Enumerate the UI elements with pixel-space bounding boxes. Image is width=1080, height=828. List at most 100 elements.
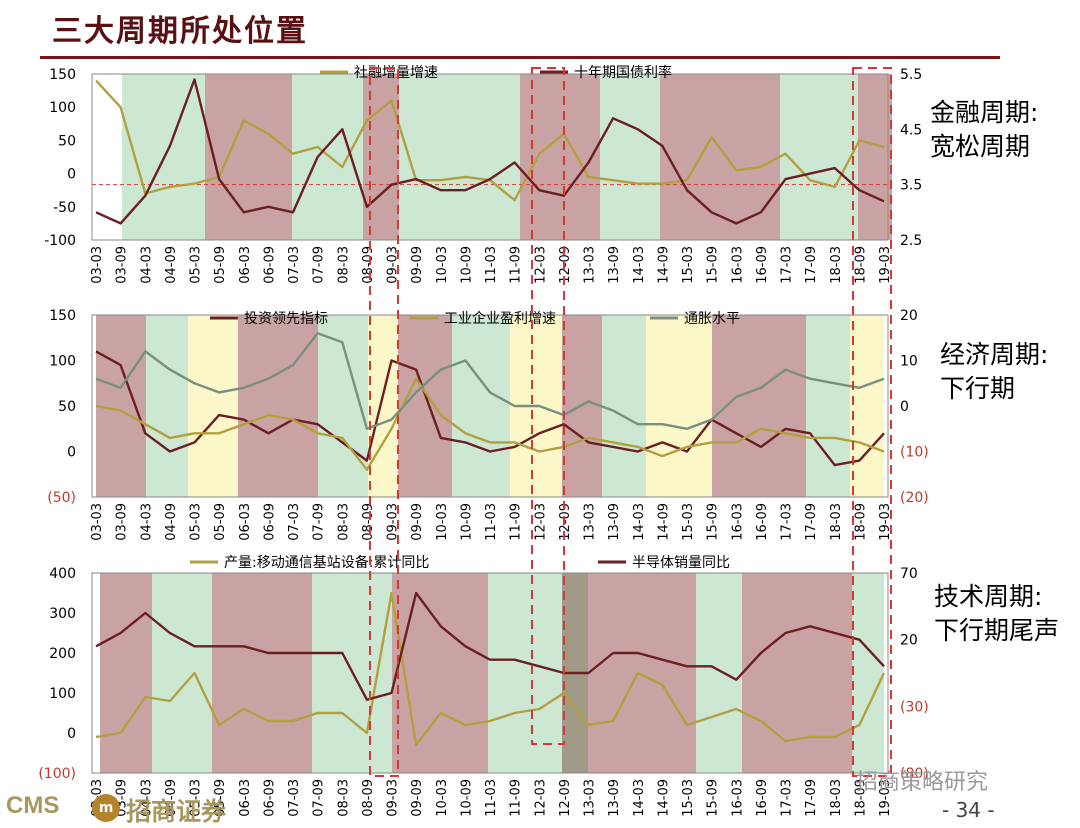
cycle-band-3-0 — [100, 573, 152, 773]
right-tick-label-3-3: (80) — [900, 766, 929, 782]
cycle-band-3-7 — [588, 573, 696, 773]
x-tick-label-1-2: 04-03 — [139, 246, 154, 284]
left-tick-label-3-0: 400 — [49, 566, 76, 582]
x-tick-label-2-27: 16-09 — [755, 503, 770, 541]
x-tick-label-3-18: 12-03 — [533, 779, 548, 817]
x-tick-label-1-17: 11-09 — [509, 246, 524, 284]
left-tick-label-2-1: 100 — [49, 354, 76, 370]
cycle-band-1-1 — [205, 74, 292, 240]
x-tick-label-3-16: 11-03 — [484, 779, 499, 817]
left-tick-label-1-3: 0 — [67, 167, 76, 183]
right-axis-financial: 5.5 4.5 3.5 2.5 — [900, 67, 922, 249]
x-tick-label-1-4: 05-03 — [189, 246, 204, 284]
x-tick-label-2-30: 18-03 — [829, 503, 844, 541]
x-tick-label-2-12: 09-03 — [386, 503, 401, 541]
cycle-band-2-10 — [602, 315, 646, 497]
series-economic — [95, 332, 885, 471]
x-tick-label-2-5: 05-09 — [213, 503, 228, 541]
x-tick-label-1-6: 06-03 — [238, 246, 253, 284]
x-tick-label-2-18: 12-03 — [533, 503, 548, 541]
right-tick-label-2-4: (20) — [900, 490, 929, 506]
logo-cms: CMS — [6, 792, 60, 819]
x-tick-label-3-21: 13-09 — [607, 779, 622, 817]
right-axis-technology: 70 20 (30) (80) — [900, 566, 929, 782]
legend-technology: 产量:移动通信基站设备:累计同比 半导体销量同比 — [190, 554, 730, 571]
bands-technology — [100, 573, 884, 773]
legend-economic: 投资领先指标 工业企业盈利增速 通胀水平 — [210, 310, 740, 327]
logo-chinese: 招商证券 — [126, 797, 227, 826]
x-tick-label-2-6: 06-03 — [238, 503, 253, 541]
x-tick-label-1-23: 14-09 — [656, 246, 671, 284]
x-tick-label-1-27: 16-09 — [755, 246, 770, 284]
x-tick-label-3-13: 09-09 — [410, 779, 425, 817]
x-tick-label-3-30: 18-03 — [829, 779, 844, 817]
side-label-financial: 金融周期: 宽松周期 — [930, 96, 1038, 164]
x-tick-label-2-9: 07-09 — [312, 503, 327, 541]
x-tick-label-3-15: 10-09 — [459, 779, 474, 817]
left-tick-label-2-4: (50) — [47, 490, 76, 506]
x-tick-label-3-24: 15-03 — [681, 779, 696, 817]
x-tick-label-1-28: 17-03 — [780, 246, 795, 284]
x-tick-label-3-5: 05-09 — [213, 779, 228, 817]
bands-economic — [96, 315, 884, 497]
logo-badge-icon: m — [92, 794, 120, 822]
cycle-band-2-7 — [452, 315, 510, 497]
series-line-3-0 — [95, 591, 886, 747]
x-tick-label-2-3: 04-09 — [164, 503, 179, 541]
left-tick-label-2-3: 0 — [67, 445, 76, 461]
left-tick-label-3-2: 200 — [49, 646, 76, 662]
x-tick-label-1-16: 11-03 — [484, 246, 499, 284]
x-tick-label-3-23: 14-09 — [656, 779, 671, 817]
cycle-band-2-2 — [188, 315, 238, 497]
legend-label-2-1: 工业企业盈利增速 — [444, 310, 556, 327]
legend-label-2-2: 通胀水平 — [684, 311, 740, 327]
left-tick-label-2-0: 150 — [49, 308, 76, 324]
side-label-economic-line2: 下行期 — [940, 374, 1016, 403]
cycle-band-2-3 — [238, 315, 318, 497]
x-tick-label-1-26: 16-03 — [730, 246, 745, 284]
x-tick-label-1-14: 10-03 — [435, 246, 450, 284]
right-tick-label-2-0: 20 — [900, 308, 918, 324]
x-tick-label-1-3: 04-09 — [164, 246, 179, 284]
x-tick-label-1-29: 17-09 — [804, 246, 819, 284]
x-tick-label-2-14: 10-03 — [435, 503, 450, 541]
cycle-band-3-8 — [696, 573, 742, 773]
xaxis-economic: 03-03 03-09 04-03 04-09 05-03 05-09 06-03 06-09… — [90, 503, 893, 541]
x-tick-label-1-10: 08-03 — [336, 246, 351, 284]
side-label-economic-line1: 经济周期: — [940, 340, 1049, 369]
x-tick-label-2-0: 03-03 — [90, 503, 105, 541]
cycle-band-2-5 — [368, 315, 398, 497]
plot-frame-financial — [91, 73, 889, 241]
highlight-box-1 — [531, 67, 565, 745]
x-tick-label-3-10: 08-03 — [336, 779, 351, 817]
cycle-band-1-3 — [363, 74, 399, 240]
highlight-boxes — [369, 67, 892, 777]
x-tick-label-2-24: 15-03 — [681, 503, 696, 541]
page-title: 三大周期所处位置 — [52, 14, 308, 49]
x-tick-label-1-15: 10-09 — [459, 246, 474, 284]
x-tick-label-1-8: 07-03 — [287, 246, 302, 284]
x-tick-label-2-28: 17-03 — [780, 503, 795, 541]
x-tick-label-2-15: 10-09 — [459, 503, 474, 541]
left-axis-technology: 400 300 200 100 0 (100) — [38, 566, 76, 782]
right-tick-label-2-1: 10 — [900, 354, 918, 370]
right-tick-label-3-2: (30) — [900, 699, 929, 715]
side-label-technology: 技术周期: 下行期尾声 — [934, 580, 1059, 648]
xaxis-financial: 03-03 03-09 04-03 04-09 05-03 05-09 06-03 06-09… — [90, 246, 893, 284]
x-tick-label-1-30: 18-03 — [829, 246, 844, 284]
cycle-band-2-11 — [646, 315, 712, 497]
right-tick-label-1-1: 4.5 — [900, 122, 922, 138]
x-tick-label-3-2: 04-03 — [139, 779, 154, 817]
left-axis-financial: 150 100 50 0 -50 -100 — [44, 67, 76, 249]
plot-frame-technology — [91, 572, 889, 774]
x-tick-label-2-22: 14-03 — [632, 503, 647, 541]
cycle-band-2-13 — [806, 315, 850, 497]
x-tick-label-3-6: 06-03 — [238, 779, 253, 817]
x-tick-label-1-9: 07-09 — [312, 246, 327, 284]
x-tick-label-2-1: 03-09 — [115, 503, 130, 541]
left-tick-label-1-1: 100 — [49, 100, 76, 116]
page-number: - 34 - — [942, 798, 995, 822]
x-tick-label-1-5: 05-09 — [213, 246, 228, 284]
x-tick-label-3-8: 07-03 — [287, 779, 302, 817]
